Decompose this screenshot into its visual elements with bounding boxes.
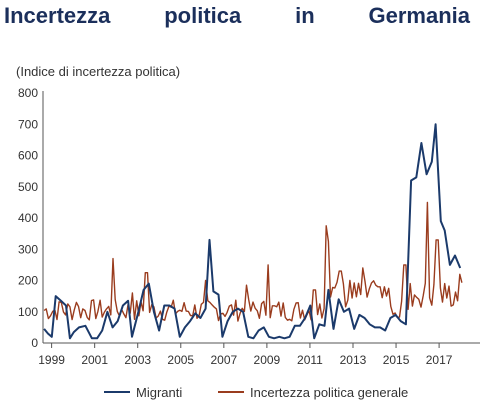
y-tick-label: 300 (18, 242, 38, 256)
y-tick-label: 400 (18, 211, 38, 225)
x-tick-label: 2009 (254, 353, 281, 367)
legend-label-incertezza-generale: Incertezza politica generale (250, 385, 408, 400)
series-line-incertezza-generale (43, 201, 463, 322)
title-word: Germania (368, 3, 471, 28)
legend-label-migranti: Migranti (136, 385, 182, 400)
x-tick-label: 2005 (167, 353, 194, 367)
x-tick-label: 2015 (383, 353, 410, 367)
y-tick-label: 200 (18, 274, 38, 288)
y-tick-label: 0 (31, 336, 38, 350)
y-tick-label: 800 (18, 86, 38, 100)
series-line-migranti (43, 123, 462, 340)
title-word: in (295, 3, 315, 28)
x-tick-label: 1999 (38, 353, 65, 367)
y-tick-label: 500 (18, 180, 38, 194)
x-tick-label: 2003 (124, 353, 151, 367)
x-tick-label: 2013 (340, 353, 367, 367)
y-tick-label: 700 (18, 117, 38, 131)
chart-title: Incertezza politica in Germania (4, 3, 470, 29)
y-tick-label: 600 (18, 149, 38, 163)
x-tick-label: 2001 (81, 353, 108, 367)
y-tick-label: 100 (18, 305, 38, 319)
x-tick-label: 2007 (210, 353, 237, 367)
x-tick-label: 2017 (426, 353, 453, 367)
y-axis-label: (Indice di incertezza politica) (16, 64, 181, 79)
x-tick-label: 2011 (297, 353, 323, 367)
title-word: Incertezza (4, 3, 111, 28)
title-word: politica (164, 3, 242, 28)
